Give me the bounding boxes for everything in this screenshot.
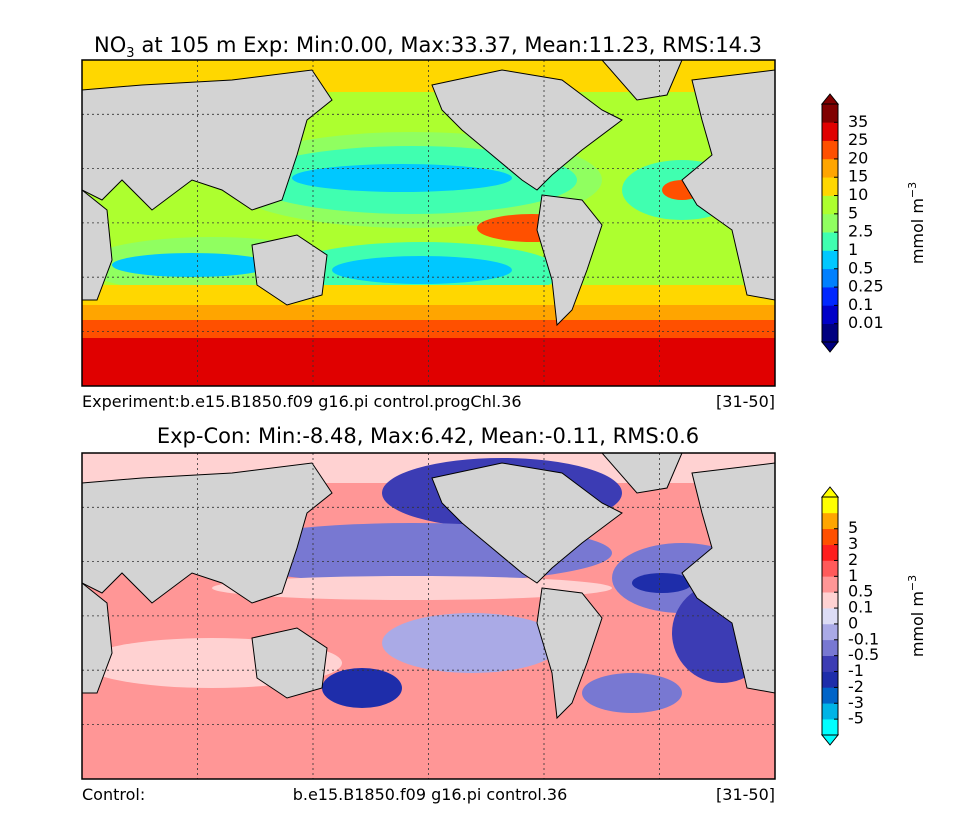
colorbar-segment [822, 104, 838, 123]
colorbar-segment [822, 158, 838, 178]
panel-title: NO3 at 105 m Exp: Min:0.00, Max:33.37, Me… [94, 33, 762, 61]
colorbar-label: 2 [848, 550, 858, 569]
colorbar-segment [822, 528, 838, 545]
colorbar-segment [822, 305, 838, 324]
colorbar-segment [822, 287, 838, 306]
panel-title: Exp-Con: Min:-8.48, Max:6.42, Mean:-0.11… [157, 424, 699, 448]
colorbar-label: 3 [848, 534, 858, 553]
title-species: NO [94, 33, 126, 57]
colorbar-label: 5 [848, 203, 858, 222]
colorbar-unit: mmol m−3 [906, 182, 927, 264]
unit-exponent: −3 [906, 575, 919, 591]
unit-text: mmol m [908, 198, 927, 264]
colorbar-extension [820, 734, 840, 746]
colorbar-label: 0.5 [848, 582, 873, 601]
colorbar-segment [822, 122, 838, 141]
colorbar-label: -2 [848, 677, 864, 696]
colorbar-segment [822, 639, 838, 656]
colorbar-label: -5 [848, 709, 864, 728]
colorbar-label: 0.1 [848, 598, 873, 617]
footer-left: Experiment:b.e15.B1850.f09 g16.pi contro… [82, 392, 522, 411]
map [81, 452, 776, 780]
colorbar-label: -0.5 [848, 645, 879, 664]
unit-text: mmol m [908, 591, 927, 657]
colorbar-label: 20 [848, 148, 868, 167]
colorbar-segment [822, 512, 838, 530]
colorbar-segment [822, 497, 838, 514]
colorbar-label: 0.5 [848, 258, 873, 277]
colorbar-segment [822, 655, 838, 672]
colorbar-segment [822, 687, 838, 704]
colorbar-extension [820, 93, 840, 105]
colorbar-segment [822, 232, 838, 251]
colorbar-segment [822, 323, 838, 343]
colorbar-label: -1 [848, 661, 864, 680]
colorbar-label: 5 [848, 518, 858, 537]
colorbar-frame [821, 496, 839, 736]
map [81, 59, 776, 387]
colorbar-label: 35 [848, 112, 868, 131]
colorbar-frame [821, 103, 839, 343]
title-text: at 105 m Exp: Min:0.00, Max:33.37, Mean:… [142, 33, 762, 57]
colorbar-label: 2.5 [848, 222, 873, 241]
colorbar-segment [822, 544, 838, 561]
colorbar-segment [822, 703, 838, 720]
colorbar-label: 25 [848, 130, 868, 149]
colorbar-segment [822, 140, 838, 160]
colorbar-label: 1 [848, 566, 858, 585]
colorbar-unit: mmol m−3 [906, 575, 927, 657]
colorbar-label: 0.1 [848, 295, 873, 314]
colorbar-segment [822, 250, 838, 270]
colorbar-segment [822, 268, 838, 288]
colorbar-segment [822, 576, 838, 593]
colorbar-segment [822, 623, 838, 641]
colorbar-segment [822, 719, 838, 736]
colorbar-segment [822, 213, 838, 233]
colorbar-extension [820, 341, 840, 353]
colorbar-segment [822, 195, 838, 215]
colorbar-segment [822, 177, 838, 196]
colorbar-segment [822, 671, 838, 688]
colorbar-extension [820, 486, 840, 498]
colorbar-label: -0.1 [848, 629, 879, 648]
footer-center: b.e15.B1850.f09 g16.pi control.36 [293, 785, 568, 804]
colorbar-label: -3 [848, 693, 864, 712]
footer-right: [31-50] [716, 785, 775, 804]
unit-exponent: −3 [906, 182, 919, 198]
colorbar-label: 10 [848, 185, 868, 204]
title-subscript: 3 [126, 46, 134, 61]
colorbar-label: 0 [848, 613, 858, 632]
colorbar-segment [822, 592, 838, 609]
colorbar-segment [822, 560, 838, 577]
colorbar-segment [822, 608, 838, 625]
colorbar-label: 15 [848, 167, 868, 186]
colorbar-label: 0.01 [848, 313, 884, 332]
colorbar-label: 0.25 [848, 277, 884, 296]
footer-right: [31-50] [716, 392, 775, 411]
colorbar-label: 1 [848, 240, 858, 259]
footer-left: Control: [82, 785, 145, 804]
